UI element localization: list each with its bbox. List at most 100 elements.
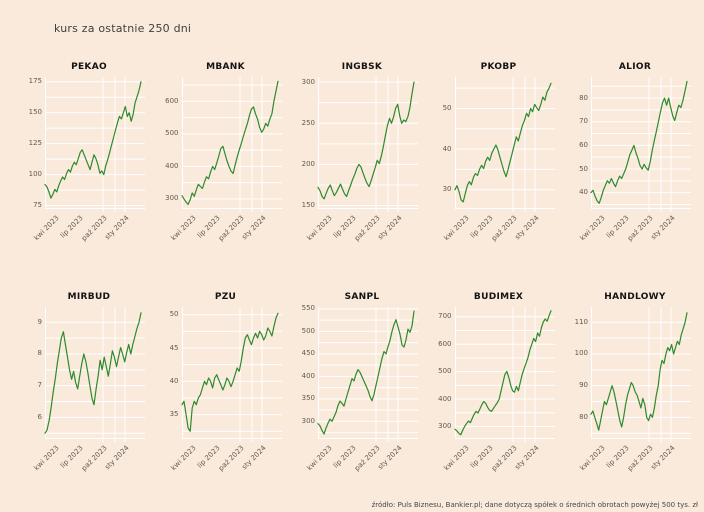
x-tick-label: lip 2023 <box>58 214 85 240</box>
line-chart-svg <box>590 77 691 212</box>
y-tick-label: 60 <box>579 140 588 149</box>
y-tick-label: 400 <box>301 371 315 380</box>
chart-pekao: PEKAO 75 100 125 150 175 kwi 2023 lip 2023 paź 2… <box>18 60 146 275</box>
chart-budimex: BUDIMEX 300 400 500 600 700 kwi 2023 lip 2023 pa… <box>428 290 556 505</box>
x-tick-label: kwi 2023 <box>578 214 607 243</box>
line-chart-svg <box>180 307 282 442</box>
y-tick-label: 125 <box>28 139 42 148</box>
chart-row-bottom: MIRBUD 6 7 8 9 kwi 2023 lip 2023 paź 2023 sty 20… <box>18 290 692 505</box>
y-tick-label: 70 <box>579 117 588 126</box>
y-tick-label: 80 <box>579 412 588 421</box>
chart-title: HANDLOWY <box>604 292 666 302</box>
chart-handlowy: HANDLOWY 80 90 100 110 kwi 2023 lip 2023 paź 20… <box>564 290 692 505</box>
x-tick-label: kwi 2023 <box>32 214 61 243</box>
y-tick-label: 200 <box>301 159 315 168</box>
y-tick-label: 110 <box>574 317 588 326</box>
y-tick-label: 450 <box>301 349 315 358</box>
y-tick-label: 100 <box>28 170 42 179</box>
line-chart-svg <box>180 77 282 212</box>
chart-title: BUDIMEX <box>473 292 524 302</box>
x-tick-label: lip 2023 <box>195 214 222 240</box>
plot-area: 80 90 100 110 kwi 2023 lip 2023 paź 2023 sty 20… <box>575 307 691 473</box>
chart-title: INGBSK <box>341 62 383 72</box>
y-tick-label: 175 <box>28 77 42 86</box>
y-tick-label: 550 <box>301 304 315 313</box>
line-chart-svg <box>317 307 418 442</box>
x-tick-label: kwi 2023 <box>442 444 471 473</box>
x-tick-label: lip 2023 <box>331 444 358 470</box>
x-tick-label: lip 2023 <box>468 444 495 470</box>
chart-title: ALIOR <box>618 62 652 72</box>
x-tick-label: kwi 2023 <box>169 444 198 473</box>
chart-pzu: PZU 35 40 45 50 kwi 2023 lip 2023 paź 2023 sty 2… <box>155 290 283 505</box>
x-tick-label: kwi 2023 <box>442 214 471 243</box>
y-tick-label: 40 <box>169 376 179 385</box>
y-tick-label: 8 <box>37 349 42 358</box>
y-tick-label: 250 <box>301 118 315 127</box>
chart-title: PZU <box>214 292 237 302</box>
source-footnote: źródło: Puls Biznesu, Bankier.pl; dane d… <box>371 501 698 509</box>
y-tick-label: 40 <box>442 144 452 153</box>
chart-ingbsk: INGBSK 150 200 250 300 kwi 2023 lip 2023 paź 20… <box>291 60 419 275</box>
chart-title: PEKAO <box>71 62 107 72</box>
y-tick-label: 300 <box>301 416 315 425</box>
chart-title: SANPL <box>344 292 380 302</box>
x-tick-label: kwi 2023 <box>169 214 198 243</box>
plot-area: 6 7 8 9 kwi 2023 lip 2023 paź 2023 sty 2024 <box>33 307 145 473</box>
plot-area: 300 400 500 600 700 kwi 2023 lip 2023 paź 2023 s… <box>438 307 555 473</box>
chart-pkobp: PKOBP 30 40 50 kwi 2023 lip 2023 paź 2023 sty 2… <box>428 60 556 275</box>
y-tick-label: 400 <box>438 394 452 403</box>
chart-title: MIRBUD <box>67 292 111 302</box>
y-tick-label: 50 <box>579 164 588 173</box>
y-tick-label: 80 <box>579 93 588 102</box>
plot-area: 300 400 500 600 kwi 2023 lip 2023 paź 2023 sty … <box>165 77 282 243</box>
line-chart-svg <box>44 77 145 212</box>
chart-mirbud: MIRBUD 6 7 8 9 kwi 2023 lip 2023 paź 2023 sty 20… <box>18 290 146 505</box>
x-tick-label: lip 2023 <box>58 444 85 470</box>
line-chart-svg <box>590 307 691 442</box>
chart-mbank: MBANK 300 400 500 600 kwi 2023 lip 2023 paź 202… <box>155 60 283 275</box>
y-tick-label: 350 <box>301 394 315 403</box>
y-tick-label: 150 <box>301 201 315 210</box>
y-tick-label: 300 <box>301 77 315 86</box>
line-chart-svg <box>317 77 418 212</box>
plot-area: 35 40 45 50 kwi 2023 lip 2023 paź 2023 sty 2024 <box>169 307 282 473</box>
x-tick-label: lip 2023 <box>331 214 358 240</box>
y-tick-label: 30 <box>442 185 452 194</box>
x-tick-label: kwi 2023 <box>32 444 61 473</box>
x-tick-label: kwi 2023 <box>305 444 334 473</box>
y-tick-label: 50 <box>169 310 179 319</box>
page-title: kurs za ostatnie 250 dni <box>54 22 192 35</box>
plot-area: 300 350 400 450 500 550 kwi 2023 lip 2023 paź 20… <box>302 304 418 473</box>
x-tick-label: lip 2023 <box>604 214 631 240</box>
y-tick-label: 700 <box>438 312 452 321</box>
y-tick-label: 500 <box>438 367 452 376</box>
y-tick-label: 40 <box>579 188 588 197</box>
x-tick-label: lip 2023 <box>468 214 495 240</box>
y-tick-label: 100 <box>574 349 588 358</box>
chart-sanpl: SANPL 300 350 400 450 500 550 kwi 2023 lip 2023 p… <box>291 290 419 505</box>
y-tick-label: 35 <box>169 410 179 419</box>
y-tick-label: 150 <box>28 108 42 117</box>
y-tick-label: 500 <box>165 129 179 138</box>
y-tick-label: 45 <box>169 343 179 352</box>
x-tick-label: kwi 2023 <box>578 444 607 473</box>
y-tick-label: 500 <box>301 326 315 335</box>
y-tick-label: 400 <box>165 161 179 170</box>
x-tick-label: lip 2023 <box>195 444 222 470</box>
plot-area: 150 200 250 300 kwi 2023 lip 2023 paź 2023 sty … <box>302 77 418 243</box>
y-tick-label: 50 <box>442 103 452 112</box>
y-tick-label: 7 <box>37 381 42 390</box>
line-chart-svg <box>44 307 145 442</box>
y-tick-label: 6 <box>37 412 42 421</box>
y-tick-label: 75 <box>33 201 42 210</box>
x-tick-label: lip 2023 <box>604 444 631 470</box>
y-tick-label: 600 <box>438 339 452 348</box>
y-tick-label: 90 <box>579 381 588 390</box>
chart-alior: ALIOR 40 50 60 70 80 kwi 2023 lip 2023 paź 2023 s… <box>564 60 692 275</box>
y-tick-label: 300 <box>438 421 452 430</box>
plot-area: 40 50 60 70 80 kwi 2023 lip 2023 paź 2023 sty 20… <box>579 77 691 243</box>
x-tick-label: kwi 2023 <box>305 214 334 243</box>
plot-area: 30 40 50 kwi 2023 lip 2023 paź 2023 sty 2024 <box>442 77 555 243</box>
